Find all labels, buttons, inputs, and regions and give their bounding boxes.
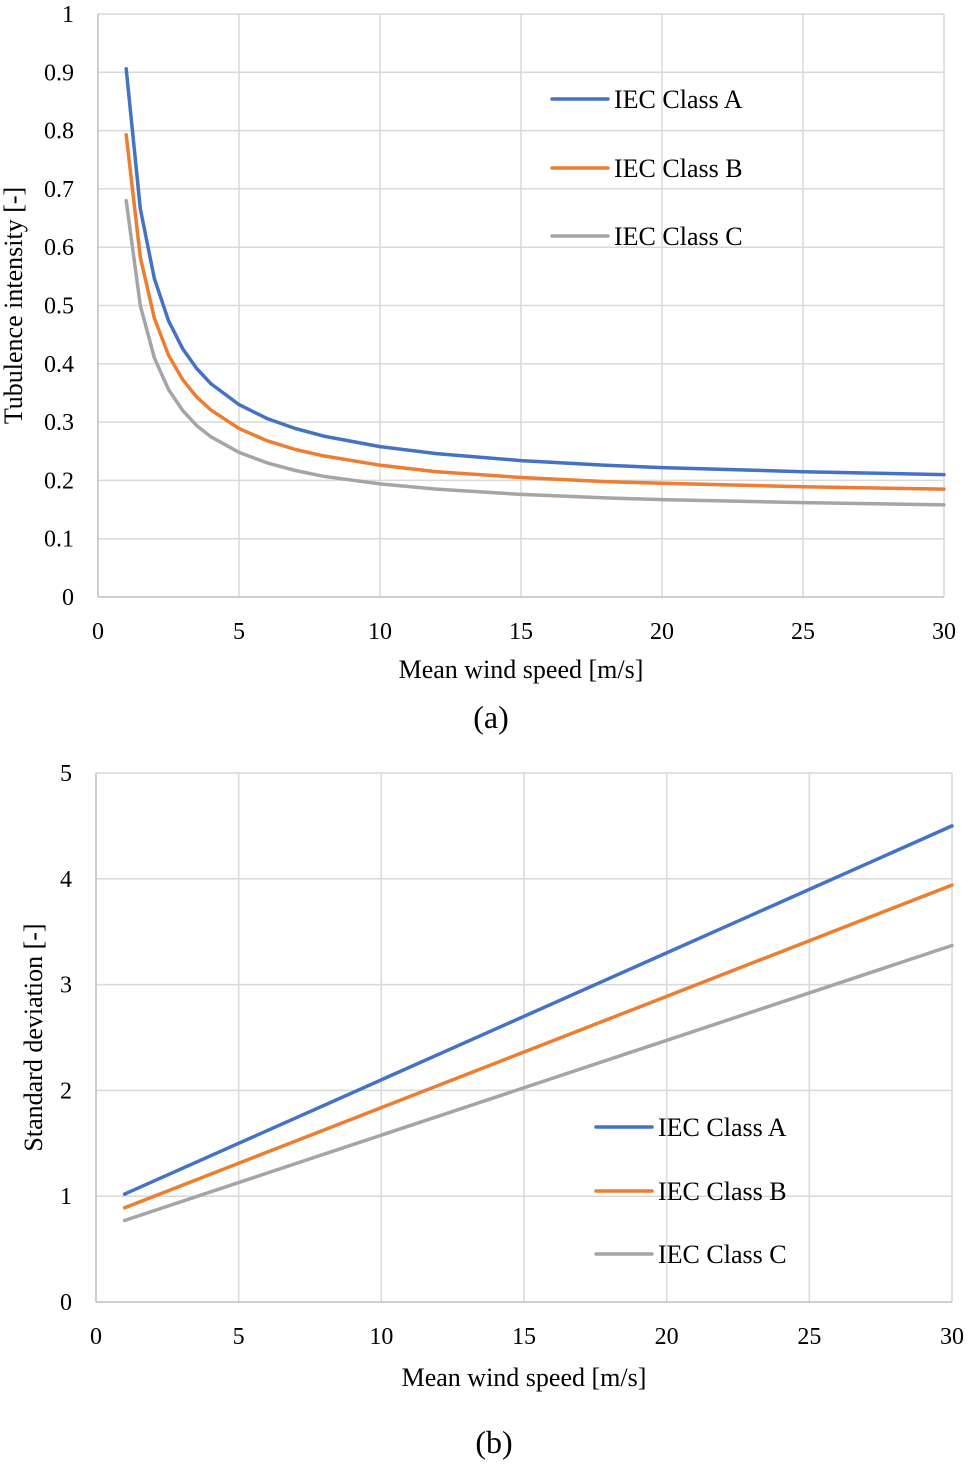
y-tick-label: 0.8 xyxy=(44,119,74,145)
y-tick-label: 0.4 xyxy=(44,352,74,378)
panel-label: (b) xyxy=(475,1424,512,1460)
chart-b: 0 1 2 3 4 5 0 5 10 15 20 25 30 Mean wind speed [m/s] S… xyxy=(19,761,964,1460)
series-line-iec-class-a xyxy=(124,67,946,477)
legend: IEC Class A IEC Class B IEC Class C xyxy=(594,1113,787,1269)
x-tick-label: 15 xyxy=(509,619,533,645)
y-tick-label: 0.5 xyxy=(44,294,74,320)
x-axis-label: Mean wind speed [m/s] xyxy=(402,1363,647,1392)
legend-label-iec-class-a: IEC Class A xyxy=(658,1113,787,1142)
x-tick-label: 15 xyxy=(512,1324,536,1350)
legend-label-iec-class-c: IEC Class C xyxy=(614,222,743,251)
series-line-iec-class-c xyxy=(122,943,954,1223)
y-tick-label: 0 xyxy=(60,1290,72,1316)
legend: IEC Class A IEC Class B IEC Class C xyxy=(550,85,743,251)
x-tick-label: 5 xyxy=(233,619,245,645)
y-axis-label: Tubulence intensity [-] xyxy=(0,187,28,424)
series-line-iec-class-b xyxy=(124,132,946,491)
x-tick-label: 25 xyxy=(791,619,815,645)
x-tick-label: 10 xyxy=(368,619,392,645)
series-line-iec-class-a xyxy=(122,824,954,1196)
legend-label-iec-class-a: IEC Class A xyxy=(614,85,743,114)
y-tick-label: 0.7 xyxy=(44,177,74,203)
series-line-iec-class-c xyxy=(124,198,946,507)
y-tick-label: 4 xyxy=(60,867,72,893)
y-tick-label: 0.2 xyxy=(44,468,74,494)
y-axis-label: Standard deviation [-] xyxy=(19,923,48,1151)
y-tick-label: 0 xyxy=(62,585,74,611)
x-tick-label: 0 xyxy=(92,619,104,645)
x-tick-label: 20 xyxy=(655,1324,679,1350)
x-tick-label: 10 xyxy=(369,1324,393,1350)
y-tick-label: 2 xyxy=(60,1078,72,1104)
y-tick-label: 1 xyxy=(62,2,74,28)
x-tick-label: 5 xyxy=(233,1324,245,1350)
x-tick-label: 0 xyxy=(90,1324,102,1350)
x-tick-label: 20 xyxy=(650,619,674,645)
y-tick-label: 0.9 xyxy=(44,60,74,86)
y-tick-label: 0.6 xyxy=(44,235,74,261)
x-tick-label: 30 xyxy=(940,1324,964,1350)
legend-label-iec-class-c: IEC Class C xyxy=(658,1240,787,1269)
series-line-iec-class-b xyxy=(122,883,954,1210)
x-axis-label: Mean wind speed [m/s] xyxy=(399,655,644,684)
y-tick-label: 0.3 xyxy=(44,410,74,436)
x-tick-label: 30 xyxy=(932,619,956,645)
y-tick-label: 0.1 xyxy=(44,527,74,553)
legend-label-iec-class-b: IEC Class B xyxy=(614,154,743,183)
legend-label-iec-class-b: IEC Class B xyxy=(658,1177,787,1206)
y-tick-label: 3 xyxy=(60,973,72,999)
y-tick-label: 5 xyxy=(60,761,72,787)
chart-a: 00.10.20.30.40.50.60.70.80.910 5 10 15 20 25 3… xyxy=(0,2,956,735)
x-tick-label: 25 xyxy=(797,1324,821,1350)
panel-label: (a) xyxy=(473,699,509,735)
y-tick-label: 1 xyxy=(60,1184,72,1210)
